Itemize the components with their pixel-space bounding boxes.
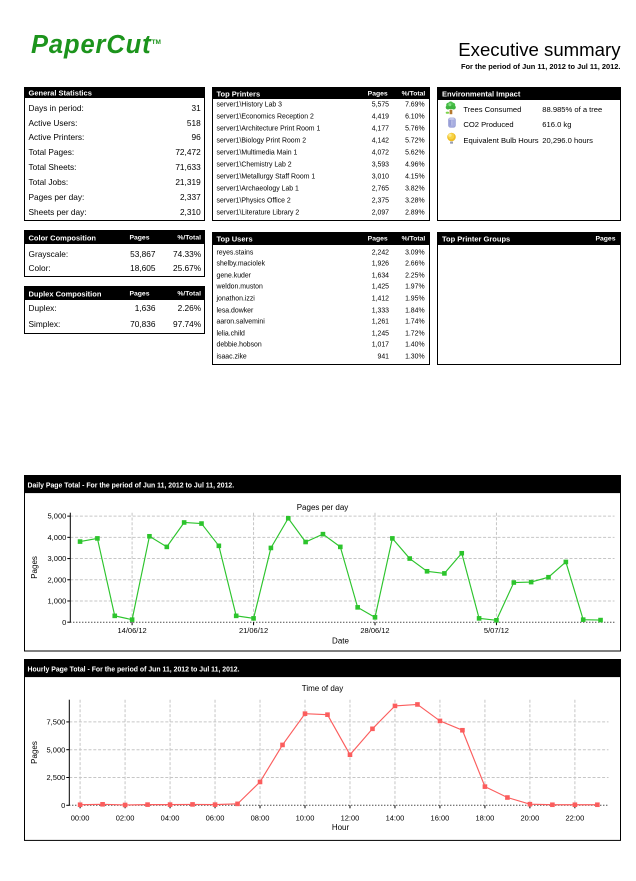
svg-text:10:00: 10:00 xyxy=(295,813,314,822)
svg-text:21/06/12: 21/06/12 xyxy=(238,626,267,635)
svg-text:3,000: 3,000 xyxy=(47,554,66,563)
svg-text:Pages: Pages xyxy=(30,741,39,764)
svg-text:20:00: 20:00 xyxy=(520,813,539,822)
svg-text:Daily Page Total - For the per: Daily Page Total - For the period of Jun… xyxy=(27,483,234,490)
svg-text:Time of day: Time of day xyxy=(301,684,343,693)
svg-text:22:00: 22:00 xyxy=(565,813,584,822)
svg-text:16:00: 16:00 xyxy=(430,813,449,822)
svg-text:4,000: 4,000 xyxy=(47,533,66,542)
svg-text:1,000: 1,000 xyxy=(47,597,66,606)
svg-text:5,000: 5,000 xyxy=(47,512,66,521)
svg-text:18:00: 18:00 xyxy=(475,813,494,822)
svg-text:Hourly Page Total - For the pe: Hourly Page Total - For the period of Ju… xyxy=(27,666,239,673)
svg-text:28/06/12: 28/06/12 xyxy=(360,626,389,635)
svg-text:2,500: 2,500 xyxy=(46,773,65,782)
svg-text:5,000: 5,000 xyxy=(46,745,65,754)
svg-text:Pages per day: Pages per day xyxy=(296,503,348,512)
svg-text:14:00: 14:00 xyxy=(385,813,404,822)
svg-text:0: 0 xyxy=(61,801,65,810)
svg-text:Hour: Hour xyxy=(331,822,349,831)
svg-text:04:00: 04:00 xyxy=(160,813,179,822)
svg-text:0: 0 xyxy=(62,618,66,627)
svg-text:12:00: 12:00 xyxy=(340,813,359,822)
svg-text:08:00: 08:00 xyxy=(250,813,269,822)
svg-text:00:00: 00:00 xyxy=(70,813,89,822)
svg-text:Pages: Pages xyxy=(30,556,39,579)
svg-text:14/06/12: 14/06/12 xyxy=(117,626,146,635)
svg-text:06:00: 06:00 xyxy=(205,813,224,822)
svg-text:7,500: 7,500 xyxy=(46,717,65,726)
svg-text:2,000: 2,000 xyxy=(47,576,66,585)
svg-text:5/07/12: 5/07/12 xyxy=(483,626,508,635)
svg-text:02:00: 02:00 xyxy=(115,813,134,822)
svg-text:Date: Date xyxy=(332,637,349,646)
